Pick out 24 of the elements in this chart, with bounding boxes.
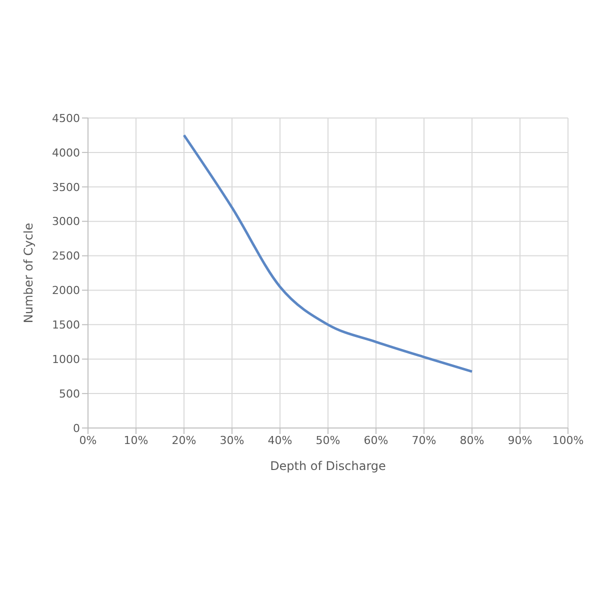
x-tick-label: 90% xyxy=(508,434,532,447)
y-tick-label: 4000 xyxy=(52,146,80,160)
x-tick-label: 60% xyxy=(364,434,388,447)
x-tick-label: 30% xyxy=(220,434,244,447)
x-tick-label: 10% xyxy=(124,434,148,447)
y-tick-label: 1500 xyxy=(52,318,80,332)
x-tick-label: 100% xyxy=(552,434,584,447)
y-tick-label: 500 xyxy=(59,387,80,400)
y-tick-label: 2000 xyxy=(52,284,80,298)
x-tick-label: 80% xyxy=(460,434,484,447)
x-tick-label: 70% xyxy=(412,434,436,447)
y-tick-label: 2500 xyxy=(52,250,80,263)
y-tick-label: 3500 xyxy=(52,180,80,194)
x-tick-label: 0% xyxy=(79,434,97,447)
line-series xyxy=(182,134,474,373)
y-tick-label: 4500 xyxy=(52,112,80,125)
x-tick-label: 40% xyxy=(268,434,292,447)
y-tick-label: 1000 xyxy=(52,353,80,366)
x-tick-label: 50% xyxy=(316,434,340,447)
y-tick-label: 3000 xyxy=(52,215,80,228)
x-tick-label: 20% xyxy=(172,434,196,447)
y-axis-title: Number of Cycle xyxy=(21,222,36,324)
x-axis-title: Depth of Discharge xyxy=(270,459,386,473)
y-tick-label: 0 xyxy=(73,422,80,435)
